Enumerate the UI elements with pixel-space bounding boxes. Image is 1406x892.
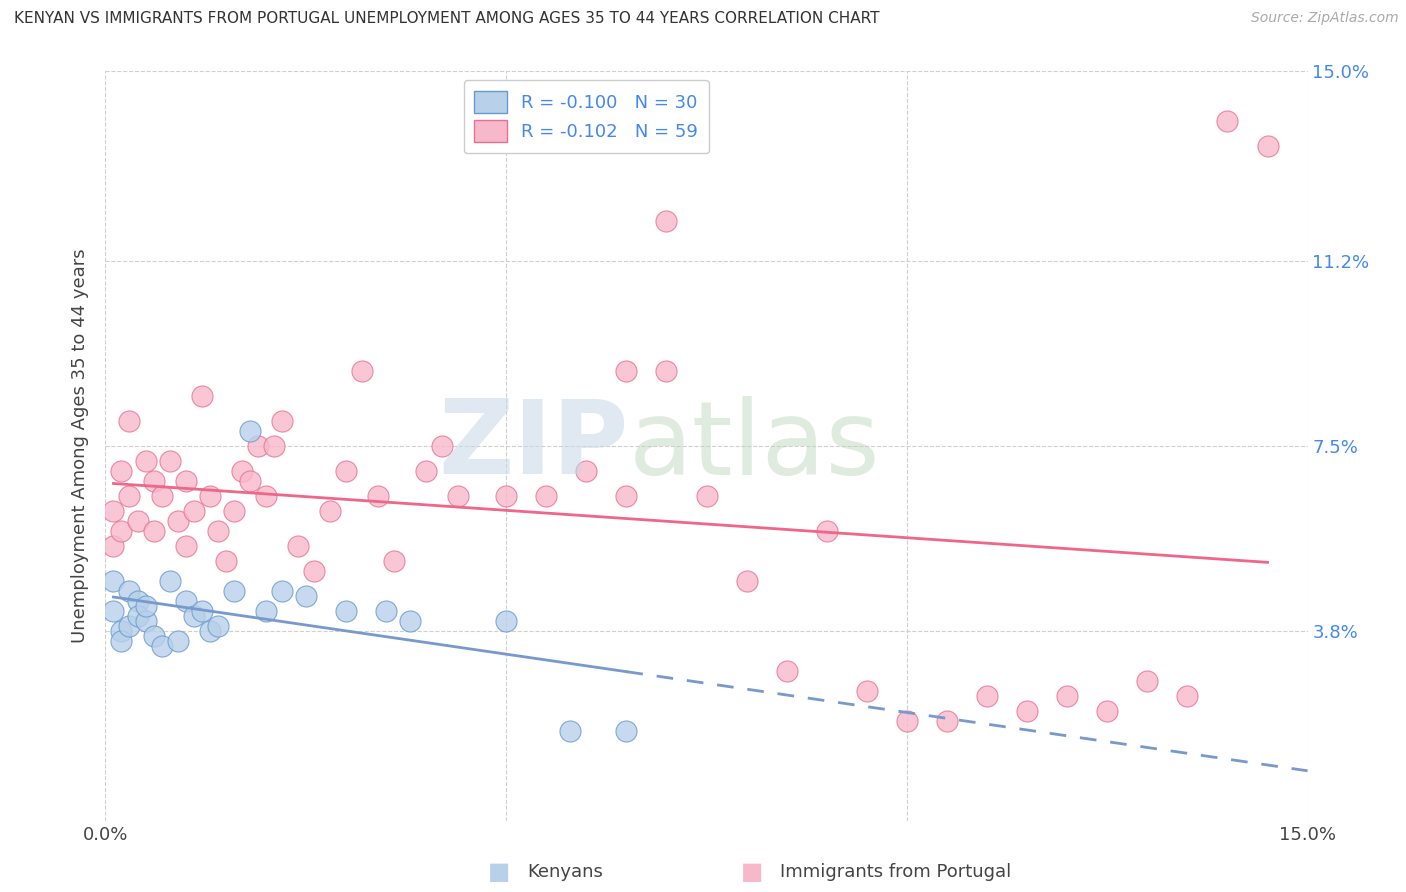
Text: atlas: atlas — [628, 395, 880, 497]
Legend: R = -0.100   N = 30, R = -0.102   N = 59: R = -0.100 N = 30, R = -0.102 N = 59 — [464, 80, 709, 153]
Point — [415, 464, 437, 478]
Point — [246, 439, 269, 453]
Point — [1136, 673, 1159, 688]
Point — [231, 464, 253, 478]
Point — [135, 454, 157, 468]
Point — [174, 474, 197, 488]
Text: Kenyans: Kenyans — [527, 863, 603, 881]
Point — [198, 489, 221, 503]
Point — [142, 524, 165, 538]
Point — [239, 424, 262, 438]
Point — [287, 539, 309, 553]
Point — [150, 489, 173, 503]
Text: ■: ■ — [741, 861, 763, 884]
Point — [214, 554, 236, 568]
Point — [135, 599, 157, 613]
Point — [735, 574, 758, 588]
Point — [127, 608, 149, 623]
Point — [270, 414, 292, 428]
Point — [222, 583, 245, 598]
Point — [103, 539, 125, 553]
Point — [166, 514, 188, 528]
Point — [399, 614, 422, 628]
Text: Source: ZipAtlas.com: Source: ZipAtlas.com — [1251, 11, 1399, 25]
Point — [103, 604, 125, 618]
Point — [190, 604, 212, 618]
Point — [166, 633, 188, 648]
Point — [254, 489, 277, 503]
Point — [534, 489, 557, 503]
Point — [655, 364, 678, 378]
Point — [855, 683, 877, 698]
Point — [1097, 704, 1119, 718]
Point — [430, 439, 453, 453]
Point — [174, 539, 197, 553]
Point — [127, 594, 149, 608]
Point — [1056, 689, 1078, 703]
Point — [319, 504, 342, 518]
Point — [575, 464, 598, 478]
Text: Immigrants from Portugal: Immigrants from Portugal — [780, 863, 1011, 881]
Point — [495, 614, 517, 628]
Point — [896, 714, 918, 728]
Point — [110, 524, 132, 538]
Point — [1177, 689, 1199, 703]
Point — [1017, 704, 1039, 718]
Point — [382, 554, 405, 568]
Point — [183, 608, 205, 623]
Point — [495, 489, 517, 503]
Point — [367, 489, 389, 503]
Text: ■: ■ — [488, 861, 510, 884]
Point — [174, 594, 197, 608]
Point — [976, 689, 998, 703]
Point — [150, 639, 173, 653]
Point — [159, 454, 181, 468]
Y-axis label: Unemployment Among Ages 35 to 44 years: Unemployment Among Ages 35 to 44 years — [72, 249, 90, 643]
Point — [135, 614, 157, 628]
Point — [350, 364, 373, 378]
Point — [118, 414, 141, 428]
Point — [183, 504, 205, 518]
Point — [1257, 139, 1279, 153]
Point — [159, 574, 181, 588]
Point — [936, 714, 959, 728]
Point — [302, 564, 325, 578]
Point — [118, 619, 141, 633]
Point — [207, 524, 229, 538]
Point — [335, 604, 357, 618]
Point — [655, 214, 678, 228]
Point — [270, 583, 292, 598]
Point — [776, 664, 799, 678]
Point — [142, 629, 165, 643]
Point — [447, 489, 470, 503]
Point — [616, 723, 638, 738]
Point — [110, 464, 132, 478]
Point — [254, 604, 277, 618]
Point — [222, 504, 245, 518]
Point — [239, 474, 262, 488]
Point — [374, 604, 398, 618]
Point — [198, 624, 221, 638]
Point — [696, 489, 718, 503]
Point — [118, 583, 141, 598]
Point — [616, 489, 638, 503]
Point — [110, 624, 132, 638]
Point — [1216, 114, 1239, 128]
Point — [815, 524, 838, 538]
Point — [110, 633, 132, 648]
Point — [616, 364, 638, 378]
Point — [103, 574, 125, 588]
Point — [103, 504, 125, 518]
Point — [127, 514, 149, 528]
Point — [118, 489, 141, 503]
Point — [142, 474, 165, 488]
Point — [335, 464, 357, 478]
Point — [295, 589, 318, 603]
Point — [560, 723, 582, 738]
Point — [190, 389, 212, 403]
Text: ZIP: ZIP — [439, 395, 628, 497]
Point — [207, 619, 229, 633]
Text: KENYAN VS IMMIGRANTS FROM PORTUGAL UNEMPLOYMENT AMONG AGES 35 TO 44 YEARS CORREL: KENYAN VS IMMIGRANTS FROM PORTUGAL UNEMP… — [14, 11, 880, 26]
Point — [263, 439, 285, 453]
